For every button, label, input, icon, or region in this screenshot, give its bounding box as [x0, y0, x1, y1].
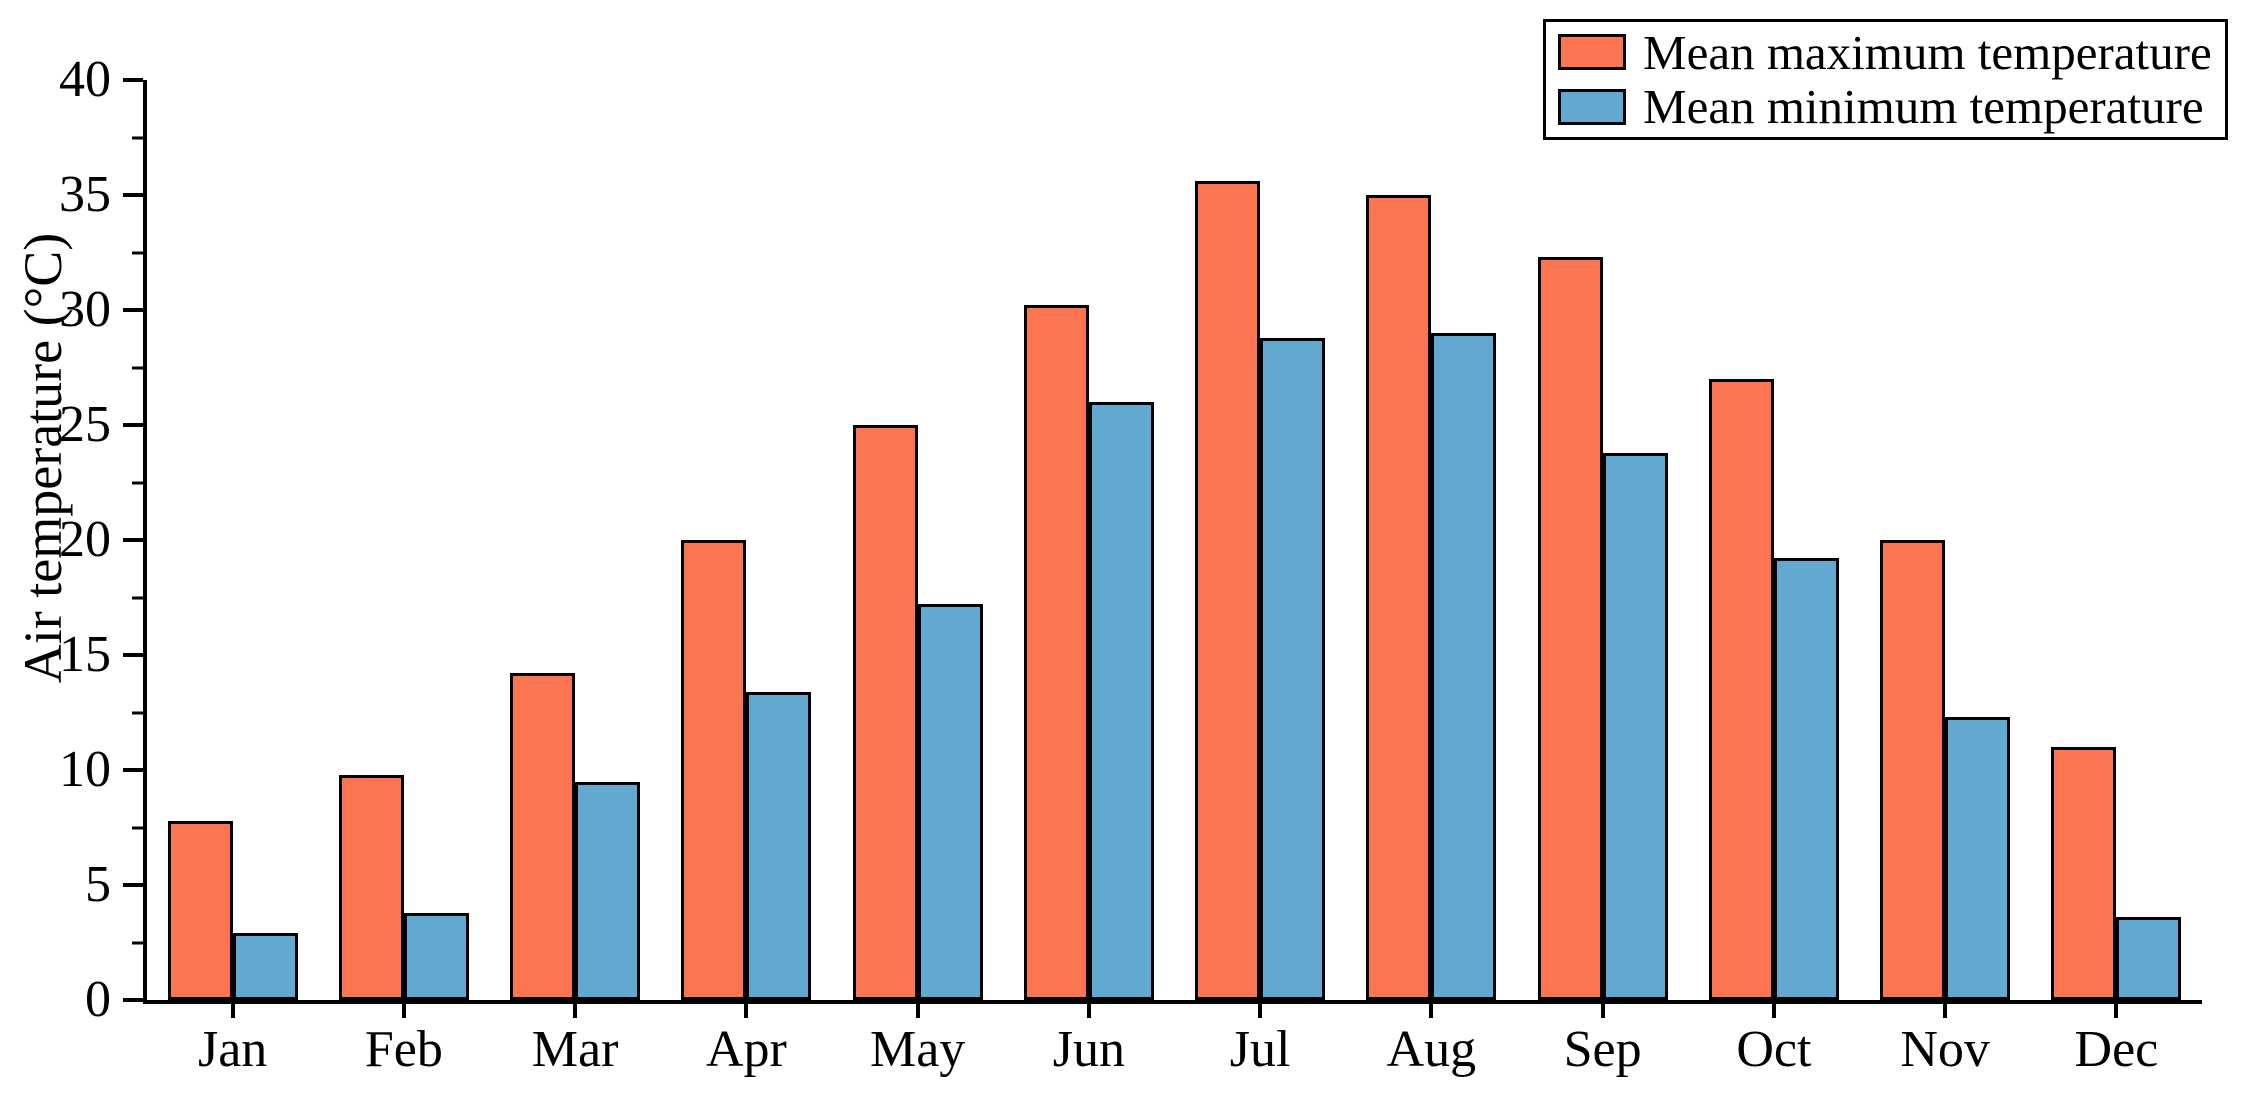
y-minor-tick-7.5 [132, 826, 143, 829]
x-tick-label-aug: Aug [1386, 1021, 1477, 1078]
y-tick-label-5: 5 [85, 856, 111, 913]
bar-min-apr [746, 691, 812, 1000]
y-tick-label-35: 35 [59, 166, 111, 223]
x-tick-aug [1429, 1004, 1434, 1018]
bar-max-mar [510, 673, 576, 1000]
y-major-tick-15 [123, 653, 143, 657]
bar-min-nov [1945, 717, 2011, 1000]
y-major-tick-40 [123, 78, 143, 82]
x-tick-label-apr: Apr [705, 1021, 787, 1078]
x-tick-apr [744, 1004, 749, 1018]
x-tick-jul [1258, 1004, 1263, 1018]
y-major-tick-25 [123, 423, 143, 427]
x-tick-label-oct: Oct [1736, 1021, 1812, 1078]
bar-max-dec [2051, 747, 2117, 1000]
x-tick-may [915, 1004, 920, 1018]
legend-item-max: Mean maximum temperature [1558, 28, 2225, 77]
y-minor-tick-37.5 [132, 136, 143, 139]
bar-min-oct [1773, 558, 1839, 1000]
y-minor-tick-32.5 [132, 251, 143, 254]
x-tick-label-jul: Jul [1229, 1021, 1291, 1078]
y-major-tick-30 [123, 308, 143, 312]
bar-max-feb [338, 774, 404, 1000]
y-minor-tick-2.5 [132, 941, 143, 944]
x-tick-label-jun: Jun [1052, 1021, 1125, 1078]
legend-label-max: Mean maximum temperature [1643, 24, 2212, 80]
x-tick-jun [1086, 1004, 1091, 1018]
bar-max-nov [1880, 540, 1946, 1000]
x-tick-label-dec: Dec [2074, 1021, 2159, 1078]
y-major-tick-5 [123, 883, 143, 887]
y-tick-label-40: 40 [59, 51, 111, 108]
bar-max-sep [1537, 257, 1603, 1000]
bar-min-jun [1088, 402, 1154, 1000]
bar-max-jan [167, 820, 233, 1000]
bar-max-jun [1023, 305, 1089, 1000]
y-tick-label-0: 0 [85, 971, 111, 1028]
y-major-tick-10 [123, 768, 143, 772]
x-tick-label-nov: Nov [1900, 1021, 1990, 1078]
bar-max-oct [1708, 379, 1774, 1000]
bar-max-jul [1195, 181, 1261, 1000]
y-major-tick-0 [123, 998, 143, 1002]
y-minor-tick-22.5 [132, 481, 143, 484]
x-tick-sep [1600, 1004, 1605, 1018]
y-tick-label-20: 20 [59, 511, 111, 568]
bar-min-may [917, 604, 983, 1000]
legend-swatch-min [1558, 88, 1626, 125]
bar-min-sep [1602, 452, 1668, 1000]
bar-max-aug [1366, 195, 1432, 1000]
y-minor-tick-27.5 [132, 366, 143, 369]
x-tick-oct [1771, 1004, 1776, 1018]
x-tick-mar [573, 1004, 578, 1018]
bar-min-jul [1260, 337, 1326, 1000]
x-tick-label-may: May [869, 1021, 966, 1078]
y-tick-label-10: 10 [59, 741, 111, 798]
legend-swatch-max [1558, 34, 1626, 71]
bar-min-aug [1431, 333, 1497, 1000]
x-tick-label-sep: Sep [1563, 1021, 1642, 1078]
bar-min-feb [403, 912, 469, 1000]
bar-min-jan [232, 933, 298, 1000]
legend-label-min: Mean minimum temperature [1643, 79, 2204, 135]
bar-max-apr [681, 540, 747, 1000]
y-tick-label-15: 15 [59, 626, 111, 683]
x-tick-nov [1943, 1004, 1948, 1018]
y-major-tick-20 [123, 538, 143, 542]
legend: Mean maximum temperature Mean minimum te… [1543, 19, 2228, 140]
legend-item-min: Mean minimum temperature [1558, 82, 2225, 131]
bar-max-may [852, 425, 918, 1000]
x-tick-label-mar: Mar [531, 1021, 619, 1078]
y-major-tick-35 [123, 193, 143, 197]
y-minor-tick-17.5 [132, 596, 143, 599]
x-tick-feb [401, 1004, 406, 1018]
plot-area: 0 5 10 15 20 25 30 35 40 Jan Feb Mar Apr May Jun Jul Aug… [59, 54, 2202, 1076]
x-tick-dec [2114, 1004, 2119, 1018]
y-minor-tick-12.5 [132, 711, 143, 714]
y-tick-label-30: 30 [59, 281, 111, 338]
bar-min-dec [2116, 917, 2182, 1000]
x-tick-label-feb: Feb [364, 1021, 443, 1078]
x-tick-label-jan: Jan [197, 1021, 268, 1078]
bar-min-mar [575, 781, 641, 1000]
x-tick-jan [230, 1004, 235, 1018]
y-tick-label-25: 25 [59, 396, 111, 453]
